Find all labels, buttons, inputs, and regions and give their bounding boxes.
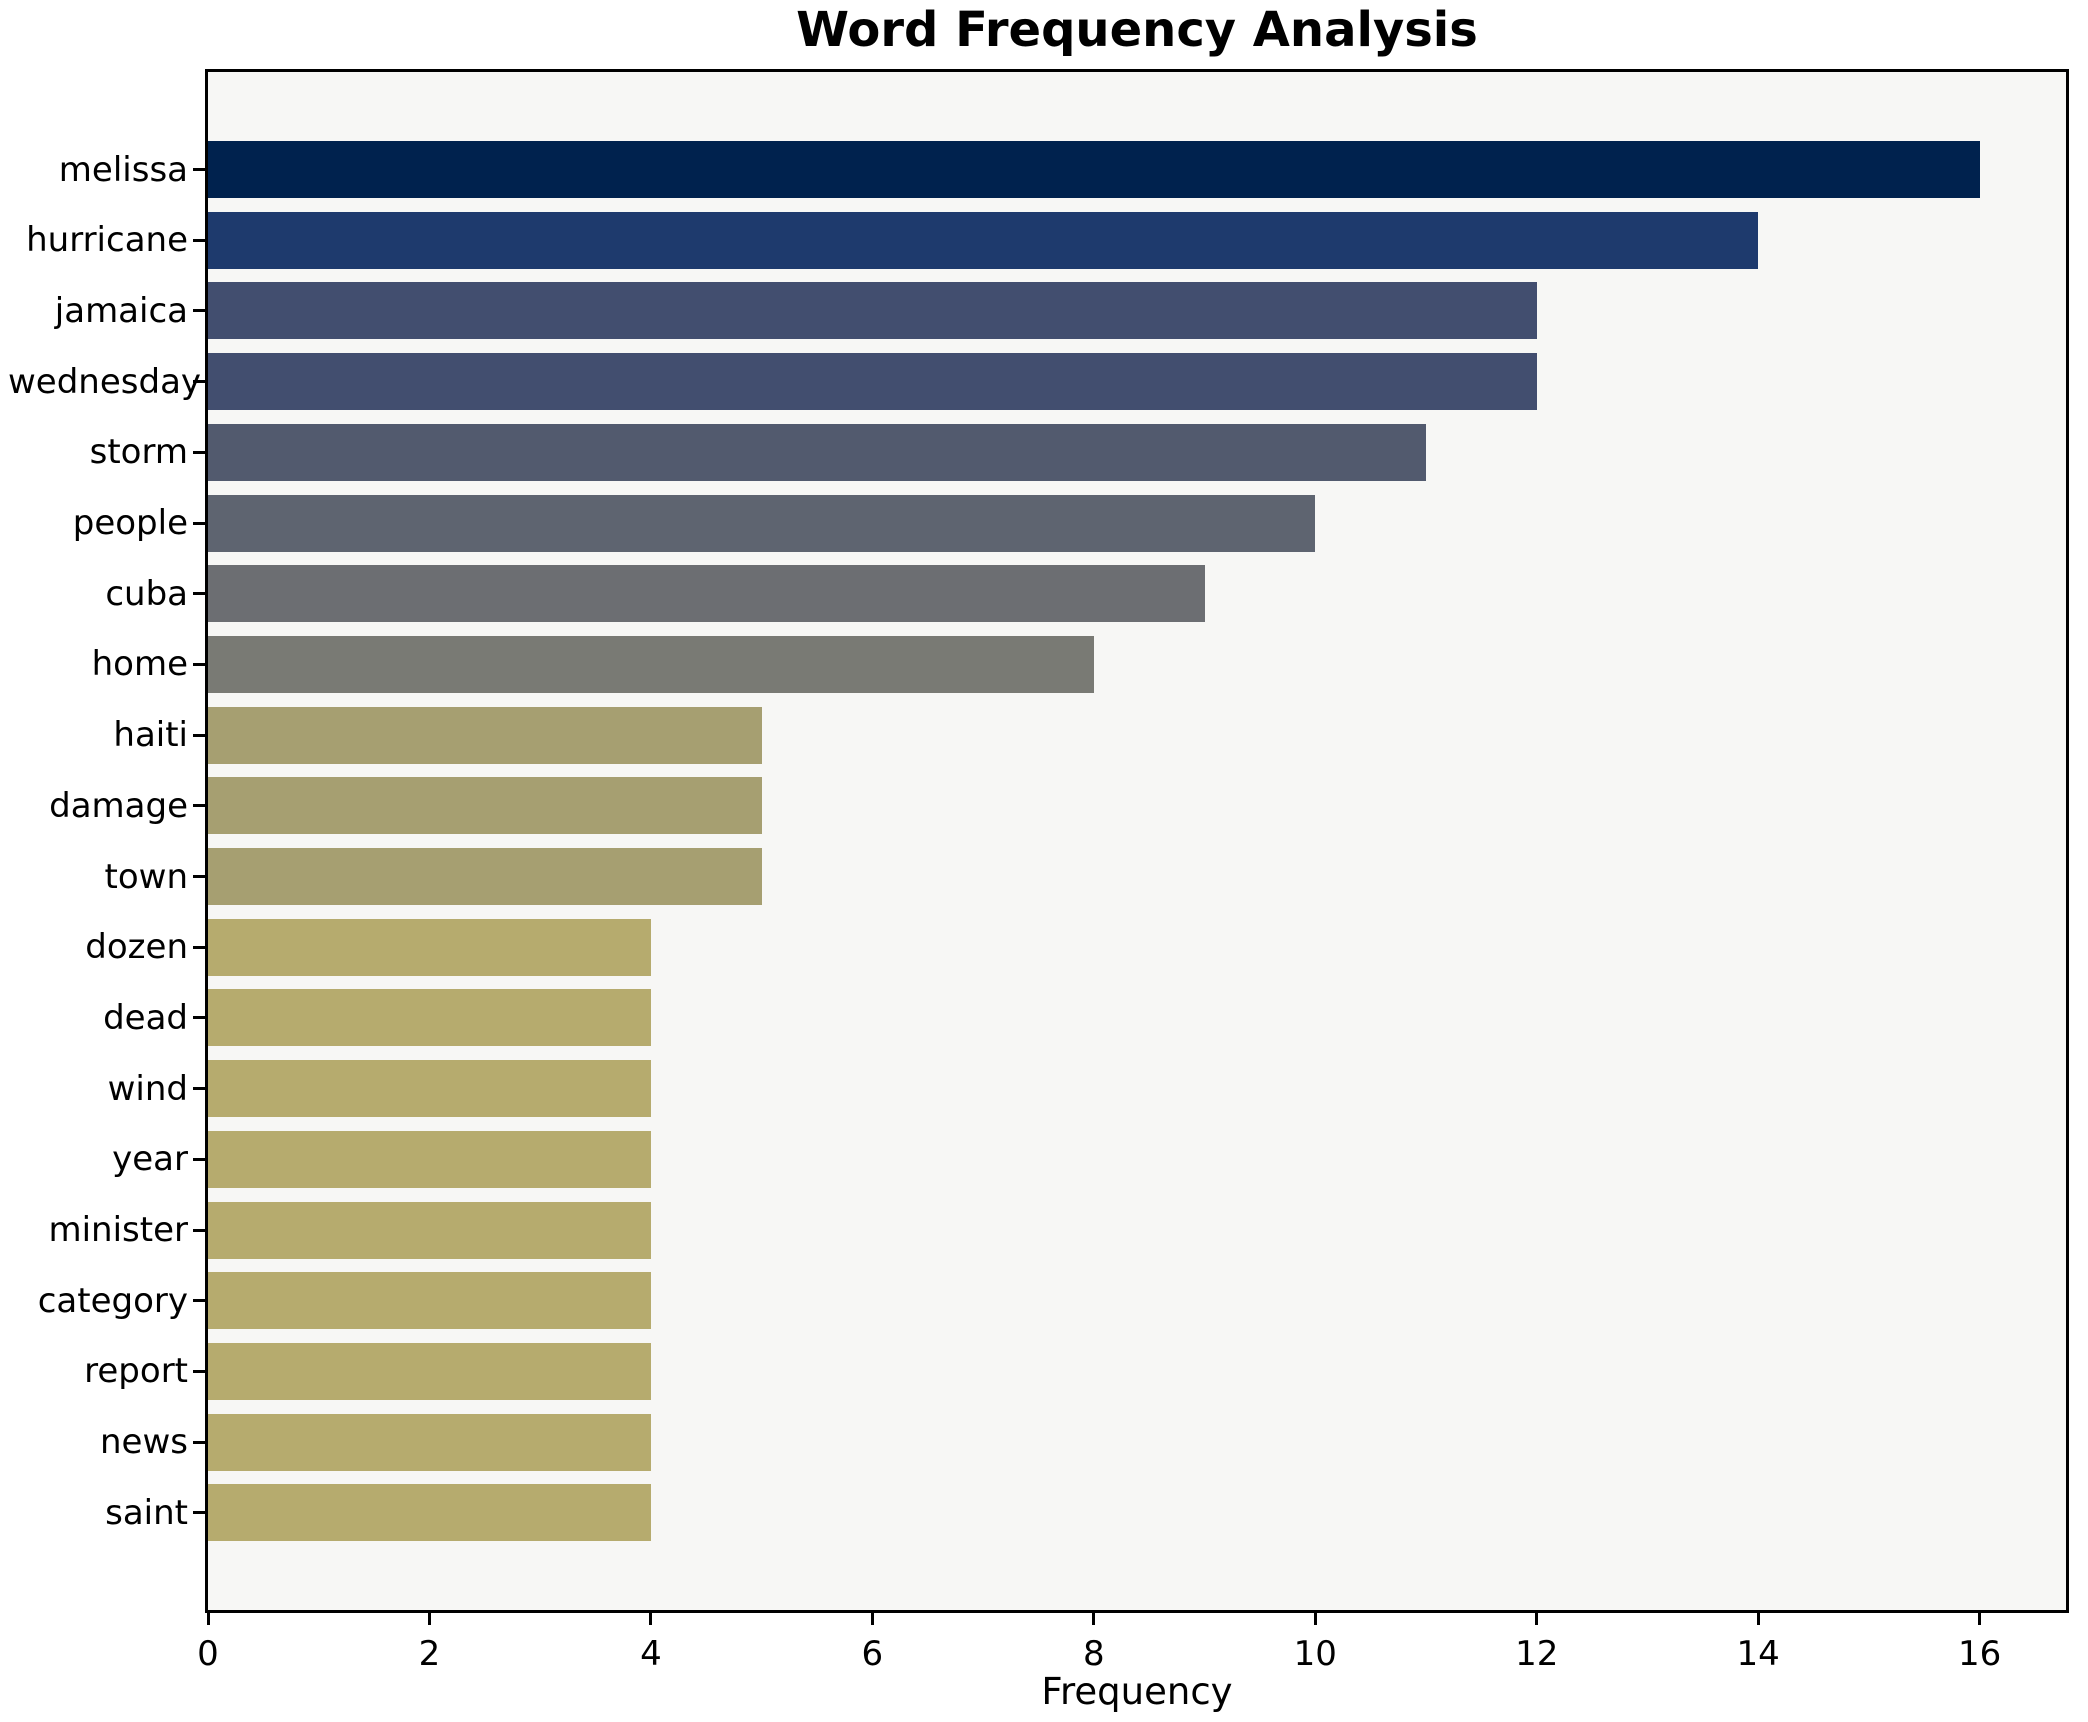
- x-tick-14: [1756, 1613, 1760, 1625]
- bar-cuba: [208, 565, 1205, 623]
- bar-jamaica: [208, 282, 1537, 340]
- y-tick-label-news: news: [100, 1422, 188, 1463]
- y-tick-minister: [193, 1228, 205, 1232]
- bar-town: [208, 848, 762, 905]
- y-tick-label-home: home: [91, 644, 188, 685]
- bar-dozen: [208, 918, 651, 976]
- y-tick-label-storm: storm: [89, 432, 188, 473]
- bar-hurricane: [208, 211, 1759, 269]
- y-tick-dozen: [193, 945, 205, 949]
- y-tick-report: [193, 1369, 205, 1373]
- bar-storm: [208, 423, 1426, 481]
- y-tick-label-melissa: melissa: [58, 149, 188, 190]
- y-tick-category: [193, 1299, 205, 1303]
- y-tick-storm: [193, 450, 205, 454]
- x-tick-label-14: 14: [1736, 1634, 1780, 1674]
- x-tick-label-8: 8: [1082, 1634, 1105, 1674]
- y-tick-label-hurricane: hurricane: [26, 220, 188, 261]
- x-tick-10: [1313, 1613, 1317, 1625]
- bar-haiti: [208, 706, 762, 764]
- y-tick-wind: [193, 1087, 205, 1091]
- x-tick-label-4: 4: [640, 1634, 662, 1674]
- x-tick-8: [1092, 1613, 1096, 1625]
- bar-wind: [208, 1060, 651, 1118]
- y-tick-saint: [193, 1511, 205, 1515]
- bar-dead: [208, 989, 651, 1047]
- x-axis-label: Frequency: [1041, 1670, 1233, 1713]
- y-tick-jamaica: [193, 309, 205, 313]
- y-tick-label-category: category: [37, 1280, 188, 1321]
- y-tick-label-saint: saint: [105, 1492, 188, 1533]
- y-tick-label-people: people: [72, 503, 188, 543]
- y-tick-melissa: [193, 168, 205, 171]
- plot-area: melissa hurricane jamaica wednesday storm peo…: [8, 72, 2066, 1674]
- x-tick-label-2: 2: [418, 1634, 441, 1674]
- y-tick-label-dozen: dozen: [85, 927, 188, 968]
- x-tick-16: [1978, 1613, 1982, 1625]
- bar-melissa: [208, 141, 1980, 198]
- bar-damage: [208, 777, 762, 835]
- y-tick-home: [193, 662, 205, 666]
- y-tick-people: [193, 521, 205, 525]
- y-tick-cuba: [193, 592, 205, 596]
- bar-saint: [208, 1484, 651, 1542]
- x-tick-2: [427, 1613, 431, 1625]
- y-tick-label-town: town: [104, 856, 189, 897]
- y-tick-label-cuba: cuba: [105, 573, 188, 614]
- y-tick-damage: [193, 804, 205, 808]
- x-tick-0: [206, 1613, 210, 1625]
- x-tick-label-6: 6: [861, 1634, 884, 1674]
- bar-people: [208, 494, 1316, 552]
- y-tick-label-jamaica: jamaica: [54, 290, 188, 331]
- y-tick-haiti: [193, 733, 205, 737]
- bar-year: [208, 1130, 651, 1188]
- chart-title: Word Frequency Analysis: [796, 2, 1478, 58]
- bar-news: [208, 1413, 651, 1471]
- bar-minister: [208, 1201, 651, 1259]
- y-tick-label-dead: dead: [103, 997, 188, 1038]
- x-tick-12: [1535, 1613, 1539, 1625]
- y-tick-year: [193, 1157, 205, 1161]
- y-tick-label-haiti: haiti: [113, 715, 188, 756]
- bar-category: [208, 1272, 651, 1330]
- y-tick-news: [193, 1440, 205, 1444]
- y-tick-wednesday: [193, 380, 205, 384]
- y-tick-label-minister: minister: [48, 1210, 188, 1250]
- y-tick-label-wednesday: wednesday: [8, 361, 202, 402]
- bar-home: [208, 635, 1094, 693]
- bar-wednesday: [208, 353, 1537, 411]
- x-tick-4: [649, 1613, 653, 1625]
- y-tick-label-damage: damage: [49, 785, 188, 826]
- y-tick-dead: [193, 1016, 205, 1020]
- y-tick-label-wind: wind: [107, 1068, 188, 1109]
- y-tick-hurricane: [193, 238, 205, 242]
- y-tick-town: [193, 875, 205, 878]
- y-tick-label-report: report: [84, 1351, 188, 1392]
- x-tick-label-10: 10: [1293, 1634, 1337, 1674]
- x-tick-label-16: 16: [1957, 1634, 2002, 1674]
- x-tick-label-0: 0: [197, 1634, 219, 1674]
- x-tick-6: [870, 1613, 874, 1625]
- bar-report: [208, 1342, 651, 1400]
- x-tick-label-12: 12: [1515, 1634, 1559, 1674]
- y-tick-label-year: year: [112, 1139, 188, 1180]
